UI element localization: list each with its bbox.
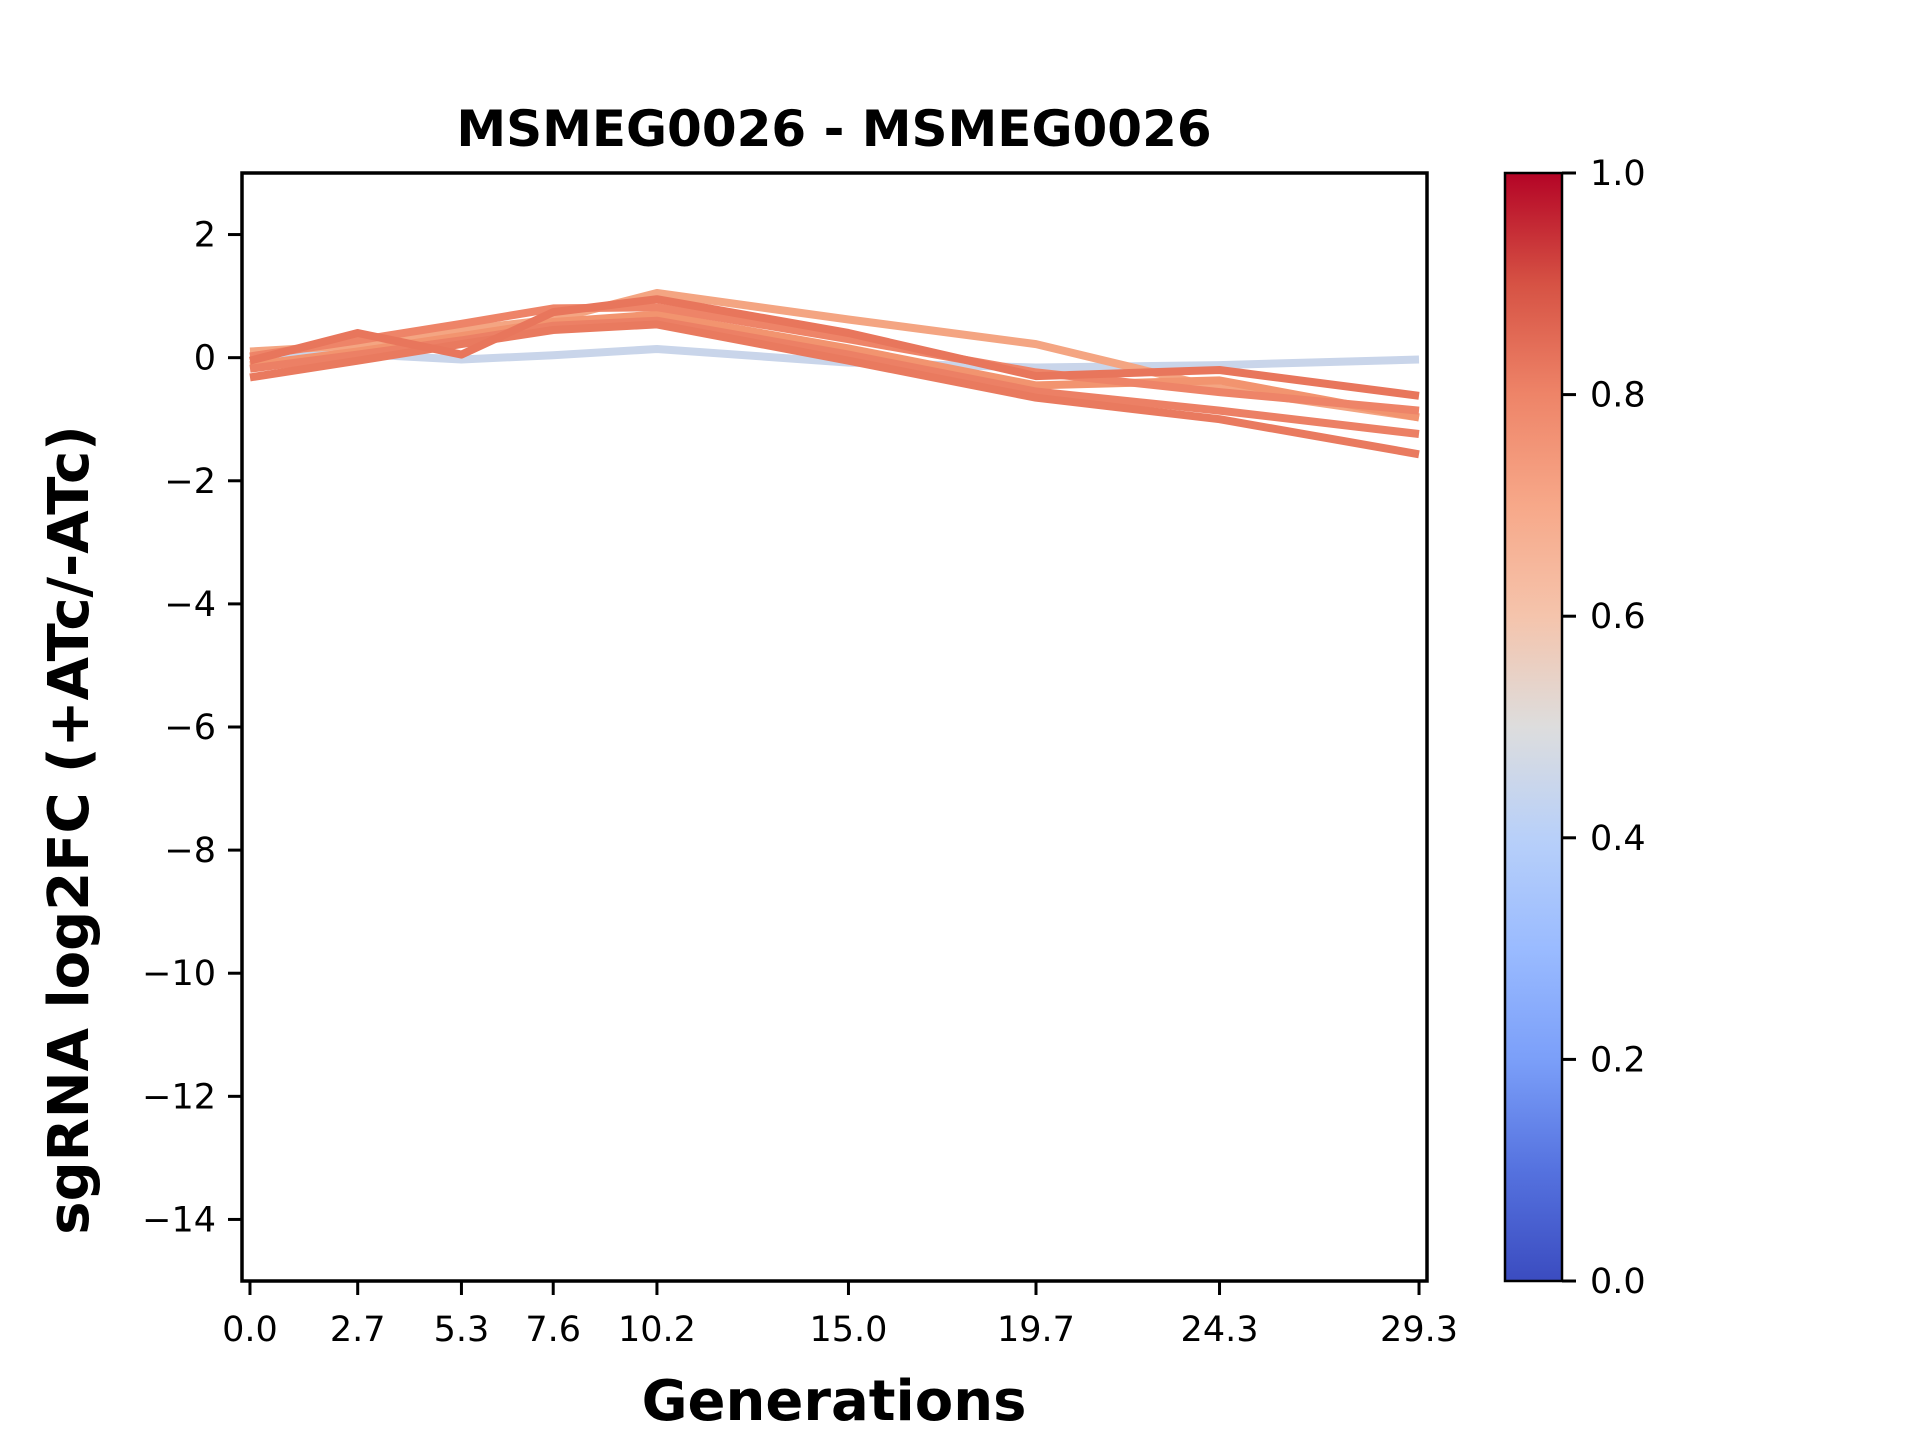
y-axis-label: sgRNA log2FC (+ATc/-ATc) <box>37 425 102 1235</box>
colorbar-ticks: 1.0 0.8 0.6 0.4 0.2 0.0 <box>1562 154 1646 1302</box>
x-tick-label: 19.7 <box>997 1310 1075 1350</box>
colorbar-tick-label: 0.8 <box>1590 376 1646 416</box>
plot-border <box>240 171 1429 1283</box>
colorbar-tick-label: 0.0 <box>1590 1262 1646 1302</box>
y-tick-label: −2 <box>164 462 216 502</box>
colorbar-tick-label: 1.0 <box>1590 154 1646 194</box>
y-tick-label: −10 <box>142 954 216 994</box>
x-tick-label: 10.2 <box>618 1310 696 1350</box>
x-tick-label: 7.6 <box>525 1310 581 1350</box>
x-tick-label: 0.0 <box>222 1310 278 1350</box>
y-tick-label: 2 <box>194 216 216 256</box>
colorbar-tick-label: 0.2 <box>1590 1040 1646 1080</box>
line-orange-6 <box>249 295 1420 400</box>
line-orange-4 <box>249 303 1420 415</box>
line-orange-5 <box>249 320 1420 459</box>
colorbar-tick-label: 0.6 <box>1590 597 1646 637</box>
x-tick-label: 24.3 <box>1181 1310 1259 1350</box>
x-axis-ticks: 0.0 2.7 5.3 7.6 10.2 15.0 19.7 24.3 29.3 <box>222 1281 1458 1350</box>
y-tick-label: −14 <box>142 1200 216 1240</box>
y-axis-ticks: 2 0 −2 −4 −6 −8 −10 −12 −14 <box>142 216 242 1240</box>
y-tick-label: −4 <box>164 585 216 625</box>
x-tick-label: 2.7 <box>330 1310 386 1350</box>
y-tick-label: −8 <box>164 831 216 871</box>
chart-title: MSMEG0026 - MSMEG0026 <box>456 100 1211 158</box>
colorbar-tick-label: 0.4 <box>1590 819 1646 859</box>
colorbar-gradient <box>1503 171 1564 1283</box>
y-tick-label: 0 <box>194 339 216 379</box>
x-tick-label: 15.0 <box>809 1310 887 1350</box>
y-tick-label: −12 <box>142 1077 216 1117</box>
data-lines <box>249 289 1420 459</box>
y-tick-label: −6 <box>164 708 216 748</box>
x-axis-label: Generations <box>642 1369 1027 1434</box>
x-tick-label: 29.3 <box>1380 1310 1458 1350</box>
x-tick-label: 5.3 <box>434 1310 490 1350</box>
